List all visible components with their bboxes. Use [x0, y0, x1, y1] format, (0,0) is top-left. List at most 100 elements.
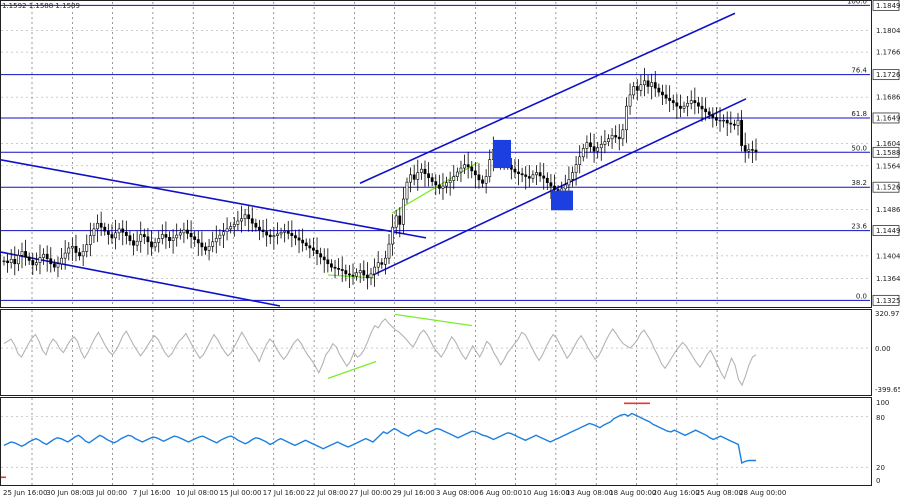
candle-body	[653, 82, 657, 89]
candle-body	[247, 214, 251, 220]
candle-body	[200, 242, 204, 248]
candle-body	[355, 272, 359, 277]
candle-body	[16, 255, 20, 265]
candle-body	[596, 147, 600, 152]
price-tag-box	[872, 181, 900, 193]
price-tick-label: 1.1449	[876, 227, 900, 235]
cci-panel	[3, 313, 757, 387]
candle-body	[304, 242, 308, 247]
time-tick-label: 22 Jul 08:00	[306, 489, 348, 497]
price-tag-box	[872, 146, 900, 158]
candle-body	[121, 228, 125, 233]
candle-body	[635, 86, 639, 91]
candle-body	[42, 253, 45, 258]
candle-body	[186, 229, 189, 234]
price-tag-box	[872, 69, 900, 81]
candle-body	[736, 119, 740, 126]
candle-body	[524, 174, 528, 177]
candle-body	[243, 214, 247, 220]
candle-body	[729, 122, 733, 125]
candle-body	[567, 179, 571, 186]
candle-body	[675, 102, 679, 107]
candle-body	[60, 257, 63, 265]
candle-body	[196, 239, 200, 244]
candle-body	[535, 172, 538, 176]
candle-body	[531, 174, 535, 179]
candle-body	[117, 228, 121, 234]
grid	[1, 2, 870, 485]
candle-body	[74, 246, 78, 253]
candle-body	[452, 176, 456, 181]
candle-body	[657, 87, 661, 93]
fib-level-label: 50.0	[851, 144, 867, 152]
rsi-line	[3, 412, 756, 465]
candle-body	[56, 263, 60, 268]
highlight-boxes	[493, 139, 573, 211]
price-tag-box	[872, 294, 900, 306]
candle-body	[380, 262, 384, 265]
candle-body	[333, 266, 337, 269]
candle-body	[448, 180, 452, 184]
time-tick-label: 27 Jul 00:00	[349, 489, 391, 497]
candle-body	[250, 218, 254, 224]
resistance-box	[493, 139, 511, 169]
candle-body	[513, 168, 517, 173]
candle-body	[337, 267, 341, 270]
candle-body	[430, 177, 434, 182]
time-tick-label: 7 Jul 16:00	[133, 489, 171, 497]
rsi-tick-label: 80	[876, 414, 885, 422]
candle-body	[401, 198, 405, 225]
time-tick-label: 29 Jul 16:00	[393, 489, 435, 497]
candle-body	[610, 135, 614, 140]
candle-body	[283, 230, 287, 233]
candle-body	[578, 156, 582, 165]
panel-frames	[0, 0, 872, 486]
candle-body	[45, 253, 49, 260]
candle-body	[527, 176, 531, 179]
candle-body	[31, 260, 35, 266]
candle-body	[38, 257, 42, 263]
price-tick-label: 1.1588	[876, 149, 900, 157]
candle-body	[689, 100, 693, 104]
candle-body	[373, 266, 377, 275]
price-tick-label: 1.1804	[876, 27, 900, 35]
rsi-tick-label: 100	[876, 399, 889, 407]
candle-body	[376, 262, 380, 268]
candle-body	[740, 119, 744, 146]
candle-body	[279, 231, 283, 235]
cci-guide-line	[327, 360, 377, 380]
candle-body	[470, 166, 474, 172]
candle-body	[88, 235, 92, 245]
candle-body	[52, 263, 56, 268]
price-tag-box	[872, 0, 900, 11]
price-tick-label: 1.1849	[876, 2, 900, 10]
support-box	[551, 190, 573, 211]
time-tick-label: 20 Aug 16:00	[653, 489, 700, 497]
candle-body	[621, 129, 625, 140]
time-tick-label: 3 Aug 08:00	[436, 489, 479, 497]
candle-body	[603, 141, 607, 145]
cci-tick-label: -399.652	[875, 386, 900, 394]
candle-body	[679, 105, 682, 109]
candle-body	[171, 237, 175, 241]
candle-body	[308, 245, 312, 249]
candle-body	[182, 229, 186, 234]
candle-body	[254, 222, 258, 228]
candle-body	[261, 229, 265, 232]
time-tick-label: 30 Jun 08:00	[46, 489, 90, 497]
candle-body	[733, 123, 736, 126]
candle-body	[96, 222, 99, 230]
price-tick-label: 1.1325	[876, 297, 900, 305]
candle-body	[722, 119, 726, 122]
fib-level-label: 0.0	[856, 292, 867, 300]
candle-body	[711, 114, 715, 118]
candle-body	[326, 259, 330, 265]
candle-body	[437, 184, 441, 189]
candle-body	[639, 84, 643, 91]
candle-body	[124, 231, 128, 236]
candle-body	[67, 247, 71, 254]
candle-body	[272, 235, 276, 238]
fib-level-label: 23.6	[851, 223, 867, 231]
candle-body	[391, 226, 394, 245]
cci-line	[3, 318, 757, 387]
